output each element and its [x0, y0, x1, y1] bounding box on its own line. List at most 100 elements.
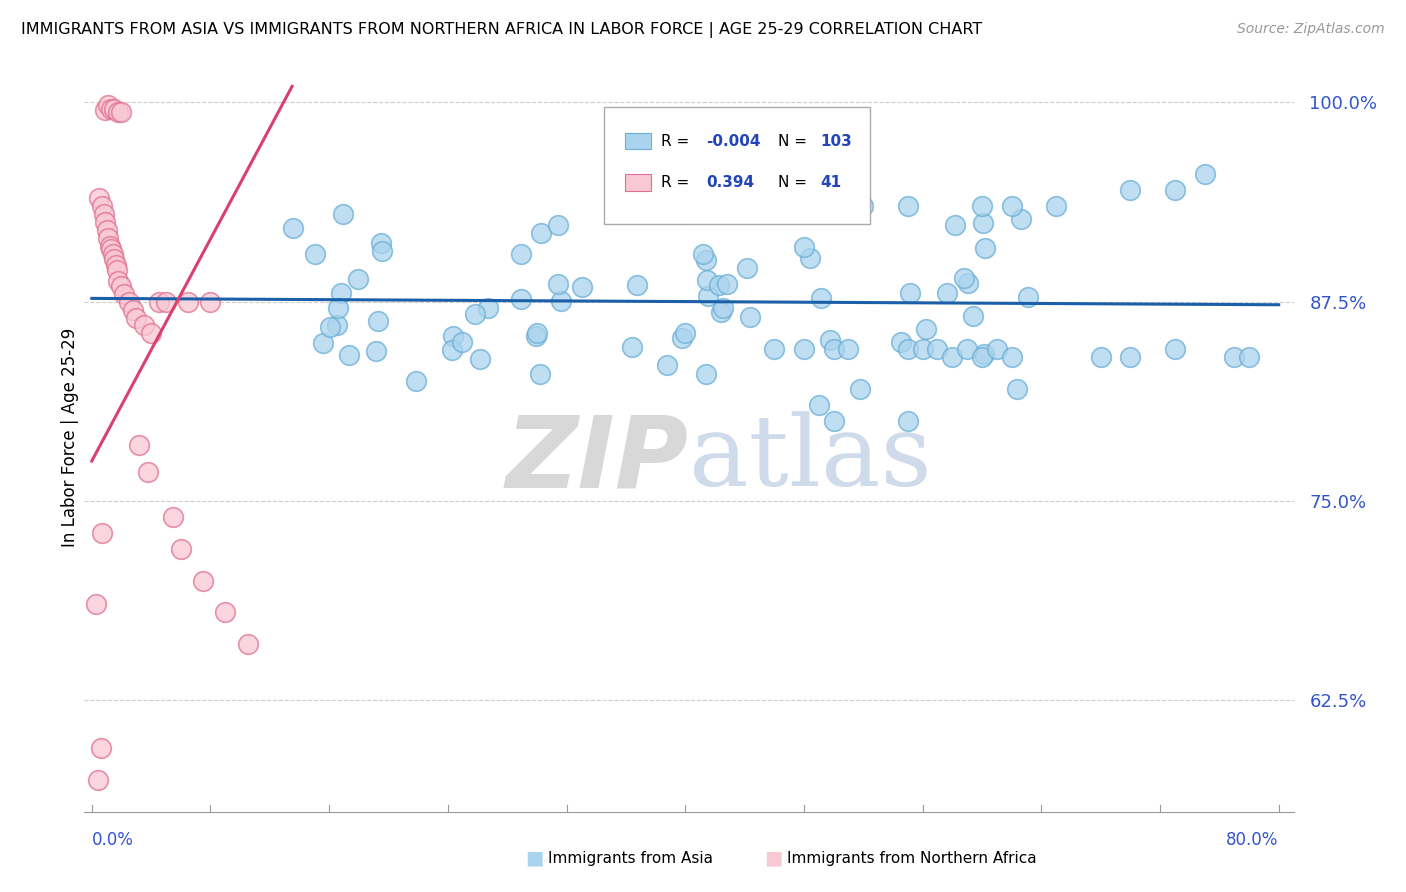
Point — [734, 183, 756, 197]
Point — [100, 242, 122, 256]
FancyBboxPatch shape — [605, 107, 870, 224]
Point — [710, 305, 733, 319]
Point — [837, 343, 859, 357]
Point — [974, 242, 997, 256]
Point — [464, 307, 486, 321]
Point — [162, 509, 184, 524]
Point — [644, 167, 666, 181]
Point — [332, 207, 354, 221]
Point — [1001, 199, 1024, 213]
Point — [107, 274, 129, 288]
Point — [793, 343, 815, 357]
Point — [956, 276, 979, 290]
Point — [898, 286, 921, 301]
Point — [671, 331, 693, 345]
Text: IMMIGRANTS FROM ASIA VS IMMIGRANTS FROM NORTHERN AFRICA IN LABOR FORCE | AGE 25-: IMMIGRANTS FROM ASIA VS IMMIGRANTS FROM … — [21, 22, 983, 38]
Point — [330, 285, 353, 300]
Text: 0.394: 0.394 — [706, 175, 754, 190]
Point — [304, 246, 326, 260]
Text: Immigrants from Northern Africa: Immigrants from Northern Africa — [787, 851, 1038, 865]
Text: 0.0%: 0.0% — [91, 830, 134, 849]
Point — [125, 310, 148, 325]
Point — [236, 637, 259, 651]
Point — [655, 359, 678, 373]
Point — [441, 328, 464, 343]
Point — [91, 525, 114, 540]
Point — [139, 326, 162, 341]
Point — [84, 598, 107, 612]
Point — [101, 246, 124, 260]
Point — [547, 277, 569, 292]
Point — [962, 310, 984, 324]
Point — [89, 191, 111, 205]
Point — [1164, 183, 1187, 197]
Point — [890, 335, 912, 350]
Point — [107, 104, 129, 119]
Text: 41: 41 — [821, 175, 842, 190]
Point — [200, 294, 222, 309]
Point — [529, 367, 551, 381]
Point — [716, 277, 738, 292]
Point — [440, 343, 463, 357]
Point — [86, 772, 108, 787]
Point — [1194, 167, 1216, 181]
Point — [509, 292, 531, 306]
Point — [337, 348, 360, 362]
Point — [970, 351, 993, 365]
Point — [897, 414, 920, 428]
Point — [148, 294, 170, 309]
Point — [94, 103, 117, 118]
Point — [1001, 351, 1024, 365]
Point — [696, 273, 718, 287]
Point — [823, 343, 845, 357]
Point — [347, 272, 370, 286]
Point — [326, 301, 349, 316]
Point — [1045, 199, 1067, 213]
Point — [711, 301, 734, 316]
Point — [550, 294, 572, 309]
Point — [371, 244, 394, 258]
Text: -0.004: -0.004 — [706, 134, 761, 149]
Point — [1237, 351, 1260, 365]
Point — [509, 247, 531, 261]
Y-axis label: In Labor Force | Age 25-29: In Labor Force | Age 25-29 — [62, 327, 80, 547]
Point — [128, 438, 150, 452]
Point — [799, 251, 821, 265]
Point — [571, 280, 593, 294]
Point — [986, 343, 1008, 357]
Point — [692, 246, 714, 260]
Point — [405, 374, 427, 388]
Point — [118, 294, 141, 309]
Point — [170, 541, 193, 556]
Point — [820, 333, 842, 347]
Point — [695, 252, 717, 267]
Point — [98, 239, 121, 253]
Point — [364, 344, 387, 359]
Point — [93, 207, 115, 221]
Point — [897, 343, 920, 357]
Point — [973, 347, 995, 361]
Text: ■: ■ — [524, 848, 544, 868]
Text: 80.0%: 80.0% — [1226, 830, 1278, 849]
Point — [972, 216, 994, 230]
Point — [970, 199, 993, 213]
Point — [470, 352, 492, 367]
Point — [319, 319, 342, 334]
Point — [97, 98, 120, 112]
Text: ZIP: ZIP — [506, 411, 689, 508]
Point — [707, 278, 730, 293]
Point — [477, 301, 499, 316]
Point — [136, 465, 159, 479]
Point — [177, 294, 200, 309]
Point — [810, 292, 832, 306]
Text: R =: R = — [661, 175, 695, 190]
Point — [110, 104, 132, 119]
Point — [943, 218, 966, 232]
Point — [90, 741, 112, 756]
Point — [1007, 382, 1029, 396]
Point — [793, 240, 815, 254]
Point — [122, 302, 145, 317]
Bar — [624, 174, 651, 191]
Point — [1119, 351, 1142, 365]
Point — [96, 223, 118, 237]
